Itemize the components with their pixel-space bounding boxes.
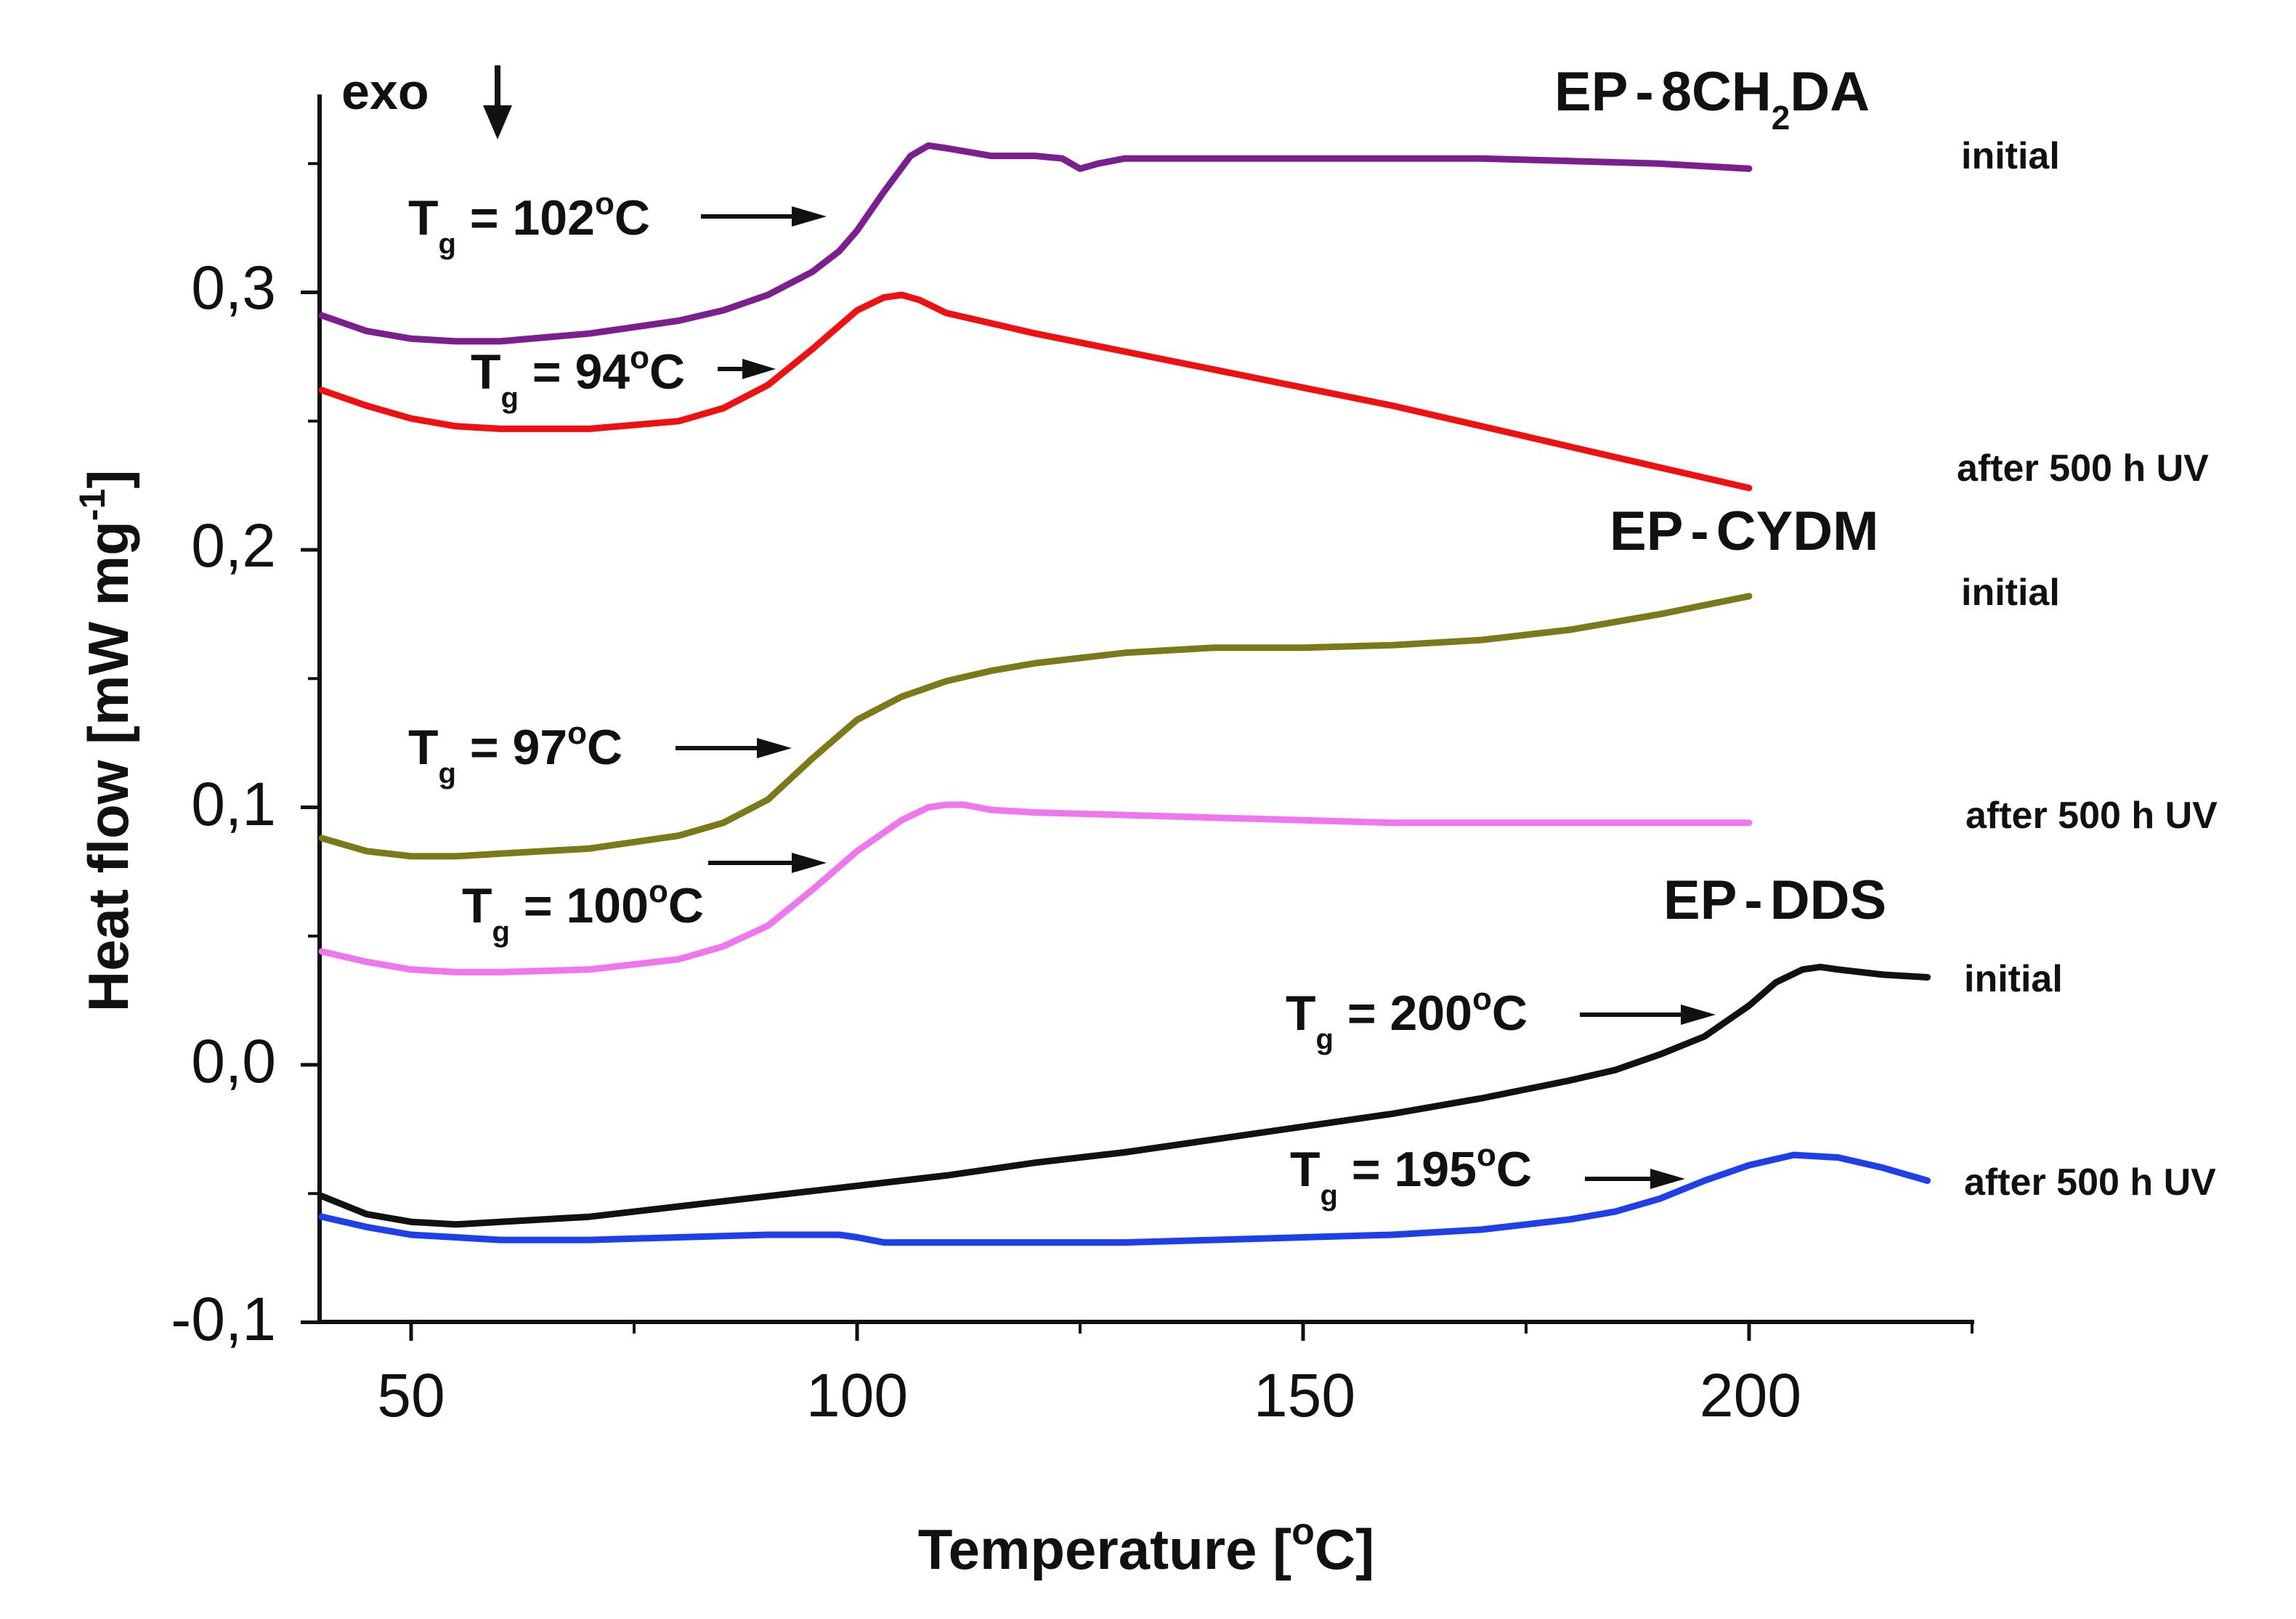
tg-arrow-icon (1585, 1169, 1685, 1189)
exo-label: exo (341, 63, 429, 120)
y-axis-title: Heat flow [mW mg-1] (72, 470, 140, 1012)
y-tick-label: 0,1 (191, 770, 276, 838)
x-tick-label: 100 (806, 1361, 908, 1429)
x-tick-label: 200 (1700, 1361, 1801, 1429)
series-line-0 (318, 142, 1753, 345)
tg-arrow-icon (708, 853, 827, 873)
tg-arrow-icon (676, 738, 792, 758)
curve-label: after 500 h UV (1966, 795, 2218, 837)
x-tick-label: 50 (377, 1361, 445, 1429)
tg-annotation: Tg = 97oC (408, 715, 622, 790)
tg-annotation: Tg = 195oC (1290, 1137, 1532, 1212)
tg-arrow-icon (1580, 1005, 1716, 1025)
curve-label: initial (1961, 135, 2060, 177)
tg-annotation: Tg = 94oC (471, 340, 685, 414)
y-tick-label: 0,2 (191, 511, 276, 580)
curve-label: initial (1961, 572, 2060, 614)
series-line-3 (318, 801, 1753, 975)
sample-title-ep-cydm: EP - CYDM (1610, 500, 1878, 562)
series-line-5 (318, 1151, 1931, 1246)
x-tick-label: 150 (1254, 1361, 1355, 1429)
series-line-2 (318, 593, 1753, 860)
tg-annotation: Tg = 100oC (462, 874, 704, 948)
tg-annotation: Tg = 102oC (408, 186, 650, 260)
curve-label: after 500 h UV (1964, 1161, 2216, 1204)
sample-title-ep-8ch2da: EP -8CH2DA (1554, 61, 1870, 137)
y-tick-label: 0,3 (191, 253, 276, 322)
x-axis-title: Temperature [oC] (918, 1511, 1374, 1581)
series-group (318, 142, 1931, 1246)
tg-annotation: Tg = 200oC (1286, 981, 1528, 1055)
curve-label: after 500 h UV (1957, 447, 2209, 490)
series-line-4 (318, 963, 1931, 1228)
tick-group (301, 162, 1973, 1341)
sample-title-ep-dds: EP - DDS (1663, 869, 1886, 931)
y-tick-label: -0,1 (171, 1285, 276, 1353)
y-tick-label: 0,0 (191, 1027, 276, 1095)
exo-down-arrow-icon (483, 65, 512, 139)
series-line-1 (318, 291, 1753, 492)
tg-arrow-icon (718, 359, 776, 379)
tg-arrow-icon (701, 206, 827, 227)
curve-label: initial (1964, 958, 2063, 1000)
